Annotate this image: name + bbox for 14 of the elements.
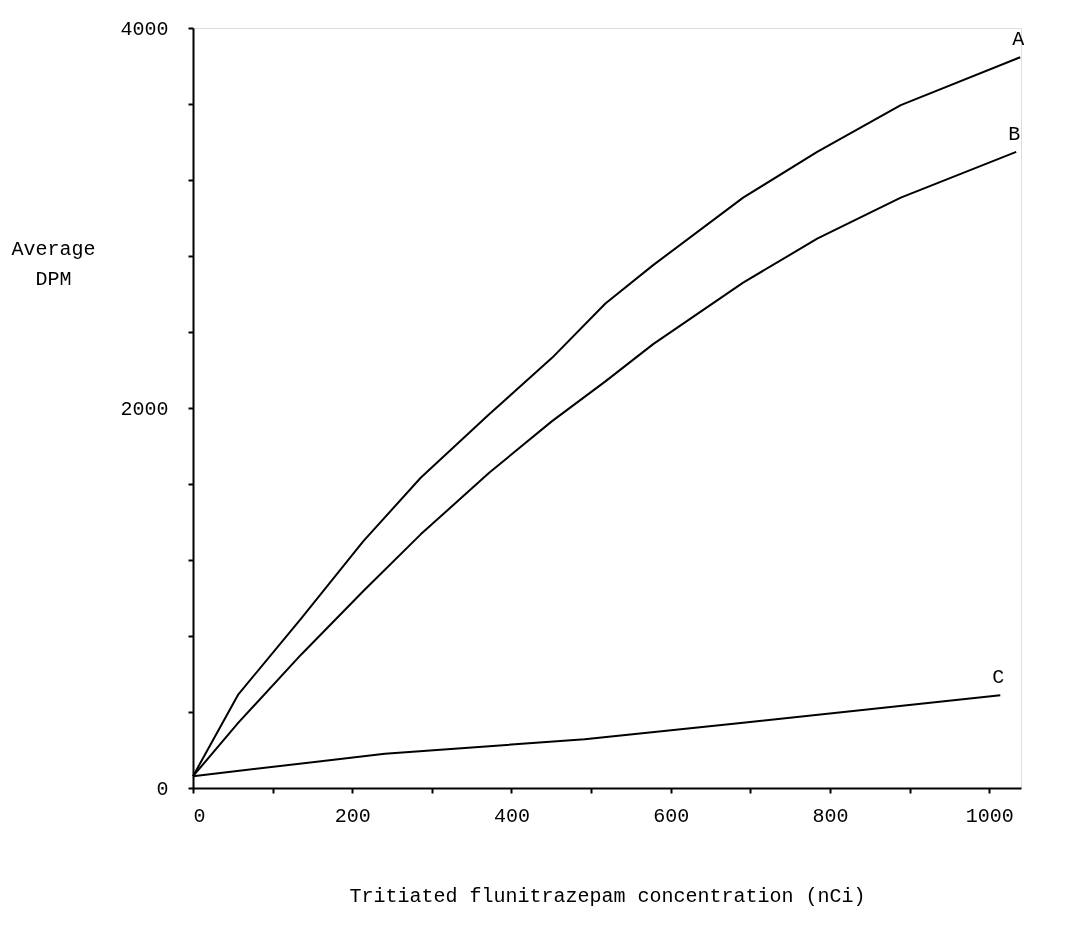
x-axis-title: Tritiated flunitrazepam concentration (nCi)	[349, 884, 866, 908]
x-tick-label: 800	[812, 804, 849, 828]
series-label: C	[992, 666, 1005, 690]
y-axis-title: Average DPM	[11, 237, 96, 291]
y-tick-label: 2000	[120, 397, 169, 421]
x-tick-label: 0	[193, 804, 206, 828]
x-tick-label: 600	[653, 804, 690, 828]
series-label: B	[1008, 122, 1021, 146]
y-tick-label: 4000	[120, 17, 169, 41]
x-tick-label: 400	[493, 804, 530, 828]
x-tick-label: 1000	[965, 804, 1014, 828]
series-label: A	[1012, 28, 1025, 52]
x-tick-label: 200	[334, 804, 371, 828]
y-tick-label: 0	[156, 777, 169, 801]
